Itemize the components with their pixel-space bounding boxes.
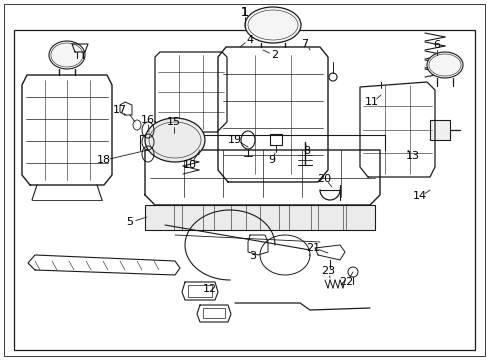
Ellipse shape <box>426 52 462 78</box>
Ellipse shape <box>244 7 301 43</box>
Bar <box>145 205 374 230</box>
Text: 3: 3 <box>249 251 256 261</box>
Ellipse shape <box>49 41 85 69</box>
Bar <box>187 285 212 297</box>
Bar <box>14 30 474 350</box>
Text: 8: 8 <box>303 146 310 156</box>
Text: 13: 13 <box>405 151 419 161</box>
Text: 10: 10 <box>183 160 197 170</box>
Text: 18: 18 <box>97 155 111 165</box>
Text: 1: 1 <box>241 5 248 18</box>
Text: 23: 23 <box>320 266 334 276</box>
Text: 9: 9 <box>268 155 275 165</box>
Bar <box>429 120 449 140</box>
Text: 6: 6 <box>433 40 440 50</box>
Bar <box>150 205 374 230</box>
Text: 11: 11 <box>364 97 378 107</box>
Text: 5: 5 <box>126 217 133 227</box>
Ellipse shape <box>145 118 204 162</box>
Text: 14: 14 <box>412 191 426 201</box>
Text: 15: 15 <box>167 117 181 127</box>
Text: 2: 2 <box>271 50 278 60</box>
Text: 22: 22 <box>338 277 352 287</box>
Bar <box>203 308 224 318</box>
Text: 7: 7 <box>301 39 308 49</box>
Text: 21: 21 <box>305 243 320 253</box>
Text: 1: 1 <box>241 5 248 18</box>
Text: 12: 12 <box>203 284 217 294</box>
Text: 16: 16 <box>141 115 155 125</box>
Text: 20: 20 <box>316 174 330 184</box>
Text: 4: 4 <box>246 35 253 45</box>
Text: 19: 19 <box>227 135 242 145</box>
Text: 17: 17 <box>113 105 127 115</box>
